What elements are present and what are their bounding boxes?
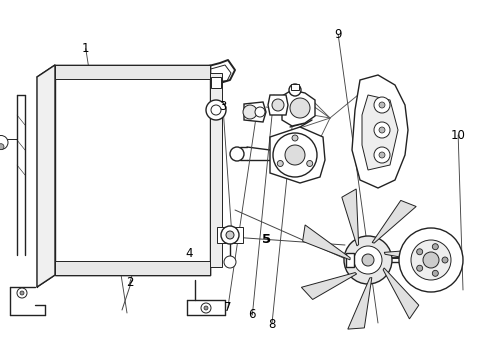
Polygon shape bbox=[348, 278, 372, 329]
Polygon shape bbox=[352, 75, 408, 188]
Circle shape bbox=[379, 102, 385, 108]
Circle shape bbox=[290, 98, 310, 118]
Circle shape bbox=[289, 84, 301, 96]
Bar bbox=[211, 77, 221, 88]
Polygon shape bbox=[217, 227, 243, 243]
Circle shape bbox=[307, 161, 313, 166]
Polygon shape bbox=[303, 225, 350, 260]
Circle shape bbox=[416, 249, 423, 255]
Circle shape bbox=[20, 291, 24, 295]
Text: 7: 7 bbox=[224, 301, 232, 314]
Circle shape bbox=[272, 99, 284, 111]
Circle shape bbox=[432, 270, 439, 276]
Polygon shape bbox=[244, 102, 266, 122]
Bar bbox=[55, 261, 210, 275]
Text: 1: 1 bbox=[82, 42, 90, 55]
Polygon shape bbox=[268, 95, 288, 115]
Text: 2: 2 bbox=[126, 276, 134, 289]
Circle shape bbox=[201, 303, 211, 313]
Circle shape bbox=[374, 97, 390, 113]
Bar bbox=[291, 84, 299, 90]
Polygon shape bbox=[37, 65, 55, 287]
Circle shape bbox=[224, 256, 236, 268]
Circle shape bbox=[17, 288, 27, 298]
Bar bbox=[346, 253, 354, 267]
Circle shape bbox=[204, 306, 208, 310]
Polygon shape bbox=[383, 268, 419, 319]
Text: 3: 3 bbox=[219, 100, 227, 113]
Bar bbox=[55, 65, 210, 275]
Circle shape bbox=[243, 105, 257, 119]
Text: 6: 6 bbox=[248, 309, 256, 321]
Circle shape bbox=[285, 145, 305, 165]
Circle shape bbox=[226, 231, 234, 239]
Text: 5: 5 bbox=[263, 233, 271, 246]
Circle shape bbox=[374, 147, 390, 163]
Polygon shape bbox=[372, 201, 416, 243]
Bar bbox=[55, 65, 210, 79]
Circle shape bbox=[411, 240, 451, 280]
Polygon shape bbox=[270, 127, 325, 183]
Circle shape bbox=[292, 135, 298, 141]
Circle shape bbox=[399, 228, 463, 292]
Circle shape bbox=[374, 122, 390, 138]
Circle shape bbox=[432, 244, 439, 250]
Circle shape bbox=[0, 144, 4, 150]
Circle shape bbox=[442, 257, 448, 263]
Circle shape bbox=[379, 127, 385, 133]
Circle shape bbox=[379, 152, 385, 158]
Circle shape bbox=[354, 246, 382, 274]
Bar bbox=[210, 73, 222, 267]
Circle shape bbox=[416, 265, 423, 271]
Circle shape bbox=[277, 161, 283, 166]
Text: 10: 10 bbox=[451, 129, 465, 141]
Text: 9: 9 bbox=[334, 28, 342, 41]
Circle shape bbox=[344, 236, 392, 284]
Polygon shape bbox=[342, 189, 359, 246]
Text: 8: 8 bbox=[268, 318, 276, 330]
Polygon shape bbox=[301, 273, 357, 300]
Polygon shape bbox=[384, 248, 440, 264]
Circle shape bbox=[423, 252, 439, 268]
Circle shape bbox=[206, 100, 226, 120]
Polygon shape bbox=[362, 95, 398, 170]
Circle shape bbox=[221, 226, 239, 244]
Circle shape bbox=[273, 133, 317, 177]
Circle shape bbox=[255, 107, 265, 117]
Circle shape bbox=[230, 147, 244, 161]
Polygon shape bbox=[282, 90, 315, 126]
Circle shape bbox=[0, 135, 8, 149]
Text: 4: 4 bbox=[185, 247, 193, 260]
Circle shape bbox=[362, 254, 374, 266]
